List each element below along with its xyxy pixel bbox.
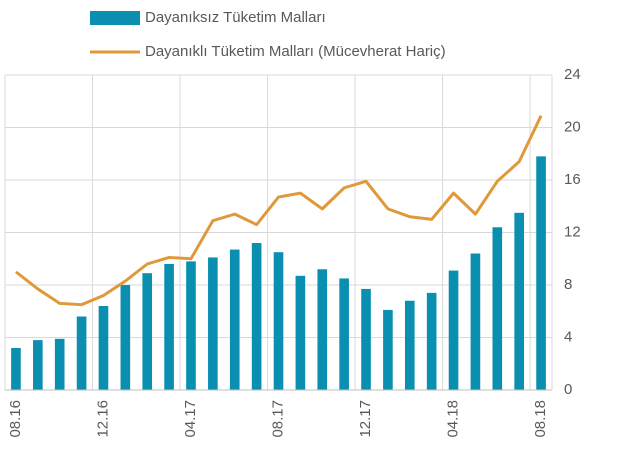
bar bbox=[164, 264, 174, 390]
legend-label: Dayanıklı Tüketim Malları (Mücevherat Ha… bbox=[145, 43, 446, 60]
bar bbox=[120, 285, 131, 390]
x-tick-label: 12.16 bbox=[94, 400, 111, 438]
y-tick-label: 16 bbox=[564, 171, 581, 188]
bar bbox=[492, 227, 503, 390]
bar bbox=[514, 212, 524, 390]
bar bbox=[339, 278, 349, 390]
bar bbox=[317, 269, 328, 390]
y-tick-label: 20 bbox=[564, 118, 581, 135]
bar bbox=[404, 300, 415, 390]
legend-swatch bbox=[90, 11, 140, 25]
bar bbox=[142, 273, 153, 390]
y-tick-label: 24 bbox=[564, 66, 581, 83]
x-tick-label: 08.18 bbox=[532, 400, 549, 438]
y-tick-label: 8 bbox=[564, 276, 572, 293]
y-tick-label: 4 bbox=[564, 328, 572, 345]
bar bbox=[536, 156, 546, 390]
bar bbox=[295, 275, 306, 390]
x-tick-label: 08.17 bbox=[269, 400, 286, 438]
bar bbox=[98, 306, 109, 390]
bar bbox=[208, 257, 218, 390]
bar bbox=[448, 270, 459, 390]
bar bbox=[273, 252, 284, 390]
y-tick-label: 0 bbox=[564, 381, 572, 398]
bar bbox=[426, 292, 437, 390]
bar bbox=[54, 338, 65, 390]
bar bbox=[186, 261, 196, 390]
bar bbox=[383, 309, 393, 390]
x-tick-label: 08.16 bbox=[7, 400, 24, 438]
line bbox=[15, 115, 543, 307]
y-tick-label: 12 bbox=[564, 223, 581, 240]
x-tick-label: 12.17 bbox=[357, 400, 374, 438]
bar bbox=[76, 316, 87, 390]
bar bbox=[11, 348, 21, 390]
bar bbox=[33, 340, 43, 390]
x-tick-label: 04.17 bbox=[182, 400, 199, 438]
bar bbox=[361, 288, 371, 390]
legend-label: Dayanıksız Tüketim Malları bbox=[145, 9, 326, 26]
bar bbox=[470, 253, 481, 390]
bar bbox=[251, 243, 262, 390]
bar bbox=[229, 249, 240, 390]
x-tick-label: 04.18 bbox=[445, 400, 462, 438]
